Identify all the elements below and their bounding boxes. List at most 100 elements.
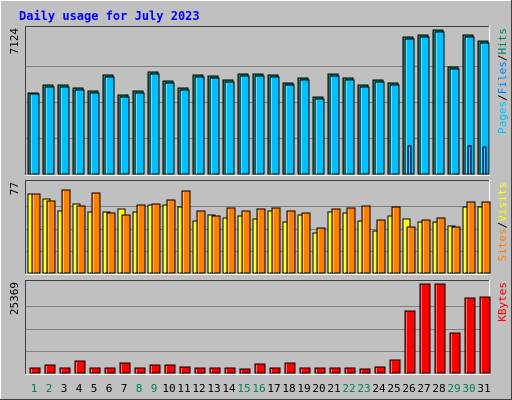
bar-kbytes-day-31-fill [479, 296, 491, 374]
bar-sites-day-13-fill [211, 215, 221, 274]
bar-kbytes-day-20-fill [314, 367, 326, 374]
bar-kbytes-day-2 [44, 364, 56, 374]
bar-files-day-16 [254, 75, 265, 175]
bar-files-day-18-fill [284, 84, 295, 175]
bar-kbytes-day-11-fill [179, 366, 191, 374]
bar-kbytes-day-21 [329, 367, 341, 374]
bar-kbytes-day-30 [464, 297, 476, 374]
bar-sites-day-26 [406, 226, 416, 274]
bar-kbytes-day-2-fill [44, 364, 56, 374]
bar-sites-day-10 [166, 199, 176, 274]
bar-kbytes-day-20 [314, 367, 326, 374]
y-max-label: 77 [8, 182, 21, 195]
bar-sites-day-15 [241, 210, 251, 274]
x-tick-label: 1 [31, 382, 38, 395]
bar-files-day-28 [434, 31, 445, 175]
x-tick-label: 31 [477, 382, 490, 395]
bar-kbytes-day-24-fill [374, 366, 386, 374]
bar-files-day-10-fill [164, 82, 175, 175]
bar-files-day-20 [314, 98, 325, 175]
x-tick-label: 5 [91, 382, 98, 395]
bar-files-day-17 [269, 76, 280, 175]
bar-sites-day-27-fill [421, 219, 431, 274]
bar-sites-day-19 [301, 212, 311, 274]
bar-kbytes-day-26-fill [404, 310, 416, 374]
bar-sites-day-29-fill [451, 226, 461, 274]
bar-sites-day-2-fill [46, 200, 56, 274]
bar-files-day-25 [389, 84, 400, 175]
bar-files-day-12-fill [194, 76, 205, 175]
x-tick-label: 24 [372, 382, 386, 395]
bar-files-day-4-fill [74, 89, 85, 175]
bar-pages-day-26 [407, 145, 412, 175]
bar-files-day-17-fill [269, 76, 280, 175]
x-tick-label: 23 [357, 382, 370, 395]
bar-files-day-22 [344, 79, 355, 175]
bar-kbytes-day-3 [59, 367, 71, 374]
bar-kbytes-day-4-fill [74, 360, 86, 374]
bar-sites-day-10-fill [166, 199, 176, 274]
bar-kbytes-day-15-fill [239, 368, 251, 374]
bar-files-day-3-fill [59, 86, 70, 175]
bar-kbytes-day-17-fill [269, 367, 281, 374]
x-tick-label: 16 [252, 382, 265, 395]
legend-kbytes: KBytes [496, 282, 509, 322]
x-tick-label: 4 [76, 382, 83, 395]
x-tick-label: 7 [121, 382, 128, 395]
bar-kbytes-day-17 [269, 367, 281, 374]
bar-kbytes-day-8-fill [134, 367, 146, 374]
bar-files-day-18 [284, 84, 295, 175]
x-tick-label: 17 [267, 382, 280, 395]
bar-files-day-5 [89, 92, 100, 175]
bar-kbytes-day-28 [434, 283, 446, 374]
bar-kbytes-day-21-fill [329, 367, 341, 374]
bar-kbytes-day-18 [284, 362, 296, 374]
bar-files-day-9 [149, 73, 160, 175]
bar-kbytes-day-22 [344, 367, 356, 374]
bar-kbytes-day-29 [449, 332, 461, 374]
bar-kbytes-day-22-fill [344, 367, 356, 374]
bar-sites-day-30-fill [466, 201, 476, 274]
bar-sites-day-17-fill [271, 207, 281, 274]
x-tick-label: 25 [387, 382, 400, 395]
bar-files-day-8 [134, 92, 145, 175]
bar-files-day-12 [194, 76, 205, 175]
x-tick-label: 10 [162, 382, 175, 395]
bar-files-day-5-fill [89, 92, 100, 175]
bar-files-day-29 [449, 68, 460, 175]
bar-kbytes-day-29-fill [449, 332, 461, 374]
chart-title: Daily usage for July 2023 [19, 9, 200, 23]
bar-files-day-24 [374, 81, 385, 175]
bar-kbytes-day-10-fill [164, 364, 176, 374]
bar-kbytes-day-27 [419, 283, 431, 374]
bar-sites-day-18 [286, 210, 296, 274]
legend-sites: Sites [496, 228, 509, 261]
bar-kbytes-day-25 [389, 359, 401, 374]
bar-kbytes-day-16 [254, 363, 266, 374]
bar-sites-day-5 [91, 192, 101, 274]
bar-files-day-1-fill [29, 93, 40, 175]
bar-sites-day-12-fill [196, 210, 206, 274]
bar-sites-day-6 [106, 212, 116, 274]
bar-kbytes-day-5 [89, 367, 101, 374]
x-tick-label: 27 [417, 382, 430, 395]
panel-kbytes: 25369 KBytes [8, 280, 509, 375]
x-tick-label: 29 [447, 382, 460, 395]
bar-sites-day-31-fill [481, 201, 491, 274]
bar-kbytes-day-12-fill [194, 367, 206, 374]
x-tick-label: 20 [312, 382, 325, 395]
bar-sites-day-24 [376, 219, 386, 274]
bar-sites-day-23 [361, 205, 371, 274]
bar-sites-day-22 [346, 207, 356, 274]
bar-files-day-4 [74, 89, 85, 175]
x-tick-label: 26 [402, 382, 415, 395]
bar-sites-day-9-fill [151, 203, 161, 274]
bar-kbytes-day-9-fill [149, 364, 161, 374]
bar-files-day-13 [209, 77, 220, 175]
bar-kbytes-day-11 [179, 366, 191, 374]
bar-files-day-14-fill [224, 81, 235, 175]
x-tick-label: 9 [151, 382, 158, 395]
bar-sites-day-16 [256, 208, 266, 274]
